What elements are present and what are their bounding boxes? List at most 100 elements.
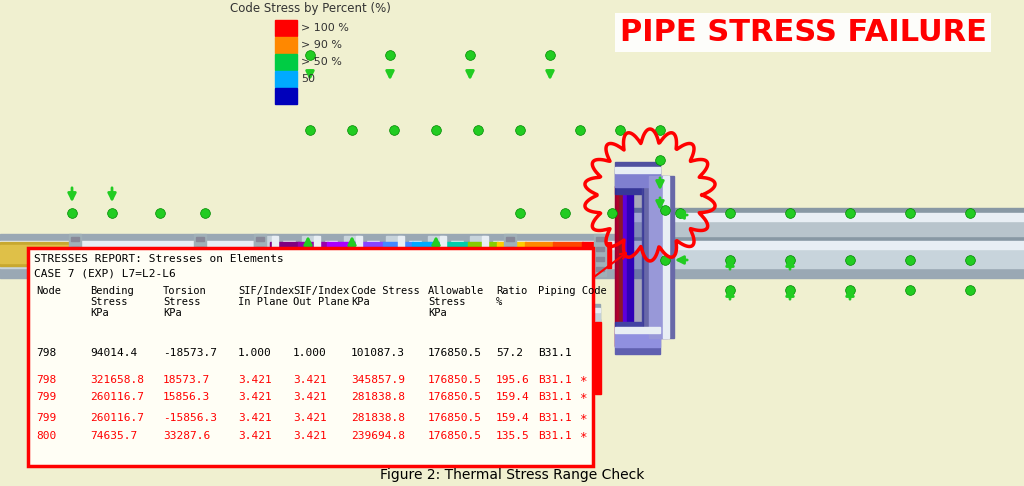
Text: 3.421: 3.421 <box>238 392 271 402</box>
Bar <box>615 186 643 346</box>
Bar <box>468 242 498 268</box>
Bar <box>618 186 625 346</box>
Text: 159.4: 159.4 <box>496 413 529 423</box>
Bar <box>663 176 670 338</box>
Bar <box>298 242 328 268</box>
Bar <box>272 236 278 356</box>
Text: > 90 %: > 90 % <box>301 40 342 50</box>
Text: CASE 7 (EXP) L7=L2-L6: CASE 7 (EXP) L7=L2-L6 <box>34 268 176 278</box>
Text: 94014.4: 94014.4 <box>90 348 137 358</box>
Bar <box>596 237 604 241</box>
Bar <box>470 236 485 356</box>
Text: 800: 800 <box>36 431 56 441</box>
Text: 321658.8: 321658.8 <box>90 375 144 385</box>
Bar <box>506 267 514 271</box>
Bar <box>256 247 264 251</box>
Bar <box>230 308 600 312</box>
Text: 798: 798 <box>36 375 56 385</box>
Bar <box>595 322 601 394</box>
Bar <box>196 267 204 271</box>
Bar <box>623 186 629 346</box>
Bar <box>230 324 600 338</box>
Bar <box>296 236 324 356</box>
Bar <box>615 169 660 187</box>
Bar <box>275 71 297 87</box>
Bar <box>275 54 297 70</box>
Bar <box>194 234 206 276</box>
Text: 176850.5: 176850.5 <box>428 348 482 358</box>
Text: 281838.8: 281838.8 <box>351 413 406 423</box>
Bar <box>275 88 297 104</box>
Bar <box>615 167 660 173</box>
Bar <box>0 242 80 266</box>
Text: %: % <box>496 297 502 307</box>
Bar <box>642 176 674 338</box>
Bar <box>71 237 79 241</box>
Bar <box>71 257 79 261</box>
Text: 159.4: 159.4 <box>496 392 529 402</box>
Text: KPa: KPa <box>428 308 446 318</box>
Text: Out Plane: Out Plane <box>293 297 349 307</box>
Bar <box>506 257 514 261</box>
Bar <box>620 208 1024 244</box>
Bar <box>275 37 297 53</box>
Bar <box>338 236 366 356</box>
Text: 798: 798 <box>36 348 56 358</box>
Bar <box>649 176 667 338</box>
Bar <box>383 242 413 268</box>
Bar <box>506 247 514 251</box>
Bar <box>256 267 264 271</box>
Text: 281838.8: 281838.8 <box>351 392 406 402</box>
Text: 176850.5: 176850.5 <box>428 431 482 441</box>
Bar <box>542 433 558 448</box>
Text: 3.421: 3.421 <box>293 413 327 423</box>
Bar <box>422 236 450 356</box>
Text: 18573.7: 18573.7 <box>163 375 210 385</box>
Text: Node: Node <box>36 286 61 296</box>
Bar <box>355 242 384 268</box>
Bar <box>506 237 514 241</box>
Bar <box>464 236 492 356</box>
Bar <box>462 433 478 448</box>
Bar <box>615 162 660 194</box>
Bar <box>440 242 469 268</box>
Bar <box>615 327 660 333</box>
Text: KPa: KPa <box>90 308 109 318</box>
Bar <box>0 234 1024 278</box>
Text: B31.1: B31.1 <box>538 392 571 402</box>
Bar <box>553 242 583 268</box>
Text: 176850.5: 176850.5 <box>428 375 482 385</box>
Bar <box>260 236 275 356</box>
Bar <box>69 234 81 276</box>
Bar <box>196 247 204 251</box>
Bar <box>344 236 359 356</box>
Bar <box>270 242 299 268</box>
Text: 33287.6: 33287.6 <box>163 431 210 441</box>
Text: B31.1: B31.1 <box>538 348 571 358</box>
Bar <box>0 241 1024 249</box>
Text: *: * <box>580 375 587 388</box>
Text: *: * <box>580 413 587 426</box>
Text: 345857.9: 345857.9 <box>351 375 406 385</box>
Text: Allowable: Allowable <box>428 286 484 296</box>
Text: 176850.5: 176850.5 <box>428 392 482 402</box>
Text: 260116.7: 260116.7 <box>90 392 144 402</box>
Text: STRESSES REPORT: Stresses on Elements: STRESSES REPORT: Stresses on Elements <box>34 254 284 264</box>
Text: Piping Code: Piping Code <box>538 286 607 296</box>
Bar <box>520 406 580 426</box>
Text: -15856.3: -15856.3 <box>163 413 217 423</box>
Text: *: * <box>580 392 587 405</box>
Text: B31.1: B31.1 <box>538 413 571 423</box>
Bar <box>497 242 526 268</box>
Bar <box>620 213 1024 221</box>
Text: 135.5: 135.5 <box>496 431 529 441</box>
Text: > 50 %: > 50 % <box>301 57 342 67</box>
Bar <box>360 406 420 426</box>
Text: 239694.8: 239694.8 <box>351 431 406 441</box>
Bar <box>256 237 264 241</box>
Text: Ratio: Ratio <box>496 286 527 296</box>
Bar <box>530 421 570 436</box>
Bar <box>615 186 621 346</box>
Bar <box>254 236 282 356</box>
Bar <box>627 186 633 346</box>
